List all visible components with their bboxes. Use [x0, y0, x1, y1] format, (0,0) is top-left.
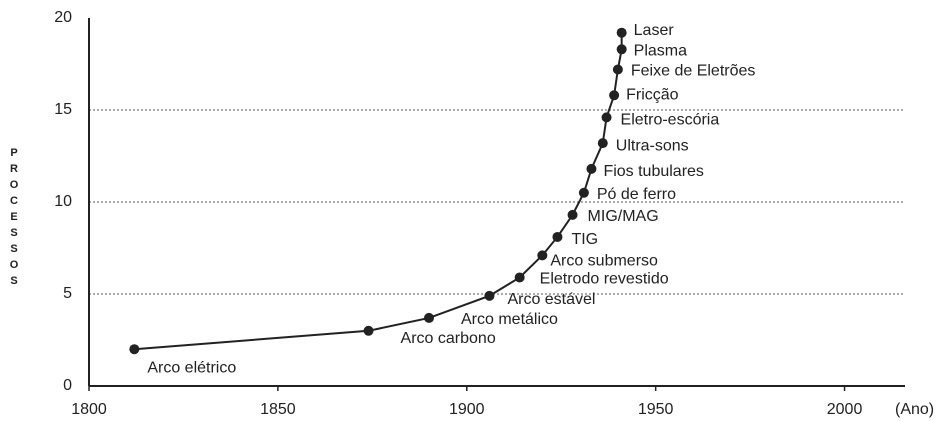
point-label: Ultra-sons: [616, 137, 689, 154]
point: [616, 44, 627, 55]
y-axis-label: PROCESSOS: [8, 147, 20, 291]
x-tick-label: 1800: [71, 401, 107, 418]
point: [514, 272, 525, 283]
line: [134, 32, 623, 351]
point-label: Pó de ferro: [597, 186, 676, 203]
point: [597, 138, 608, 149]
x-tick-label: 1850: [260, 401, 296, 418]
point: [363, 325, 374, 336]
y-tick-label: 5: [63, 285, 72, 302]
point: [567, 209, 578, 220]
y-tick-label: 0: [63, 377, 72, 394]
point-label: Eletrodo revestido: [540, 271, 669, 288]
point-label: Arco estável: [507, 291, 595, 308]
point-label: Arco submerso: [550, 253, 658, 270]
point: [612, 64, 623, 75]
x-tick-label: 1900: [449, 401, 485, 418]
y-tick-label: 20: [54, 9, 72, 26]
point-label: Arco metálico: [461, 311, 558, 328]
point-label: MIG/MAG: [588, 208, 659, 225]
point: [578, 187, 589, 198]
point-label: Fios tubulares: [603, 163, 704, 180]
point-label: Arco elétrico: [147, 359, 236, 376]
point-label: TIG: [571, 231, 598, 248]
point: [552, 231, 563, 242]
point-label: Fricção: [626, 86, 679, 103]
point: [129, 344, 140, 355]
x-tick-label: 1950: [638, 401, 674, 418]
x-tick-label: 2000: [827, 401, 863, 418]
point: [537, 250, 548, 261]
y-tick-label: 15: [54, 101, 72, 118]
x-axis-label: (Ano): [895, 401, 934, 418]
point: [601, 112, 612, 123]
y-tick-label: 10: [54, 193, 72, 210]
point-label: Arco carbono: [401, 330, 496, 347]
point: [484, 290, 495, 301]
point-label: Plasma: [634, 42, 687, 59]
point: [424, 312, 434, 323]
point: [609, 90, 620, 101]
point: [586, 163, 597, 174]
point: [616, 27, 627, 38]
point-label: Feixe de Eletrões: [631, 63, 756, 80]
point-label: Laser: [634, 22, 675, 39]
point-label: Eletro-escória: [621, 112, 720, 129]
